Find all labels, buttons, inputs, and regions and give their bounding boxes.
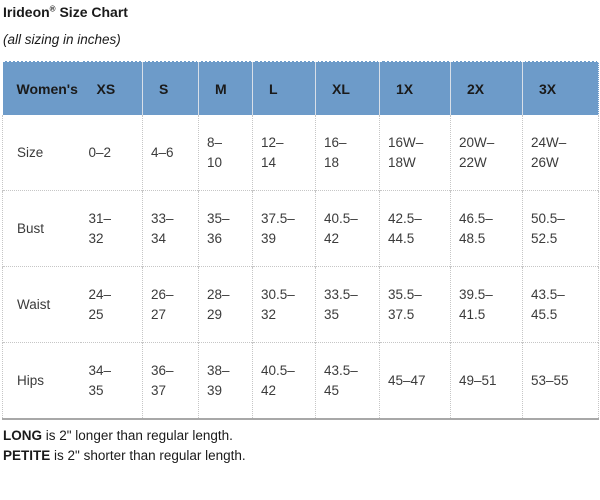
data-cell: 20W– 22W xyxy=(450,115,523,191)
header-cell-xl: XL xyxy=(315,60,380,115)
note-petite: PETITE is 2" shorter than regular length… xyxy=(3,446,600,466)
data-cell: 35– 36 xyxy=(198,190,253,267)
data-cell: 49–51 xyxy=(450,342,523,419)
data-cell: 42.5– 44.5 xyxy=(379,190,451,267)
data-cell: 39.5– 41.5 xyxy=(450,266,523,343)
data-cell: 43.5– 45.5 xyxy=(522,266,599,343)
table-row-bust: Bust 31– 32 33– 34 35– 36 37.5– 39 40.5–… xyxy=(2,190,599,267)
footnotes: LONG is 2" longer than regular length. P… xyxy=(3,426,600,466)
size-chart-table: Women's XS S M L XL 1X 2X 3X Size 0–2 4–… xyxy=(2,60,599,420)
data-cell: 30.5– 32 xyxy=(252,266,316,343)
data-cell: 28– 29 xyxy=(198,266,253,343)
header-cell-s: S xyxy=(142,60,199,115)
header-cell-3x: 3X xyxy=(522,60,599,115)
data-cell: 35.5– 37.5 xyxy=(379,266,451,343)
note-long-term: LONG xyxy=(3,428,42,443)
row-label-waist: Waist xyxy=(2,266,81,343)
data-cell: 40.5– 42 xyxy=(315,190,380,267)
note-long-text: is 2" longer than regular length. xyxy=(42,428,233,443)
header-cell-1x: 1X xyxy=(379,60,451,115)
table-header-row: Women's XS S M L XL 1X 2X 3X xyxy=(2,60,599,115)
data-cell: 26– 27 xyxy=(142,266,199,343)
data-cell: 53–55 xyxy=(522,342,599,419)
note-long: LONG is 2" longer than regular length. xyxy=(3,426,600,446)
header-cell-m: M xyxy=(198,60,253,115)
data-cell: 0–2 xyxy=(88,144,112,160)
data-cell: 16W– 18W xyxy=(379,115,451,191)
data-cell: 16– 18 xyxy=(315,115,380,191)
row-label-hips: Hips xyxy=(2,342,81,419)
data-cell: 37.5– 39 xyxy=(252,190,316,267)
data-cell: 8– 10 xyxy=(198,115,253,191)
data-cell: 31– 32 xyxy=(80,190,143,267)
note-petite-text: is 2" shorter than regular length. xyxy=(50,448,246,463)
data-cell: 4–6 xyxy=(142,115,199,191)
header-cell-2x: 2X xyxy=(450,60,523,115)
data-cell: 45–47 xyxy=(379,342,451,419)
row-label-bust: Bust xyxy=(2,190,81,267)
data-cell: 50.5– 52.5 xyxy=(522,190,599,267)
page-title: Irideon® Size Chart xyxy=(3,4,600,21)
page-subtitle: (all sizing in inches) xyxy=(3,32,121,47)
table-row-waist: Waist 24– 25 26– 27 28– 29 30.5– 32 33.5… xyxy=(2,266,599,343)
data-cell: 24W– 26W xyxy=(522,115,599,191)
data-cell: 46.5– 48.5 xyxy=(450,190,523,267)
title-rest: Size Chart xyxy=(55,4,128,20)
data-cell: 12– 14 xyxy=(252,115,316,191)
note-petite-term: PETITE xyxy=(3,448,51,463)
data-cell: 33– 34 xyxy=(142,190,199,267)
table-row-size: Size 0–2 4–6 8– 10 12– 14 16– 18 16W– 18… xyxy=(2,115,599,191)
data-cell: 33.5– 35 xyxy=(315,266,380,343)
registered-trademark-symbol: ® xyxy=(49,4,56,14)
header-cell-l: L xyxy=(252,60,316,115)
data-cell: 43.5– 45 xyxy=(315,342,380,419)
header-cell-xs: XS xyxy=(80,60,143,115)
data-cell: 36– 37 xyxy=(142,342,199,419)
data-cell: 40.5– 42 xyxy=(252,342,316,419)
data-cell: 38– 39 xyxy=(198,342,253,419)
data-cell: 24– 25 xyxy=(80,266,143,343)
header-cell-womens: Women's xyxy=(2,60,81,115)
table-row-hips: Hips 34– 35 36– 37 38– 39 40.5– 42 43.5–… xyxy=(2,342,599,419)
brand-name: Irideon xyxy=(3,4,50,20)
data-cell: 34– 35 xyxy=(80,342,143,419)
row-label-size: Size xyxy=(2,115,81,191)
